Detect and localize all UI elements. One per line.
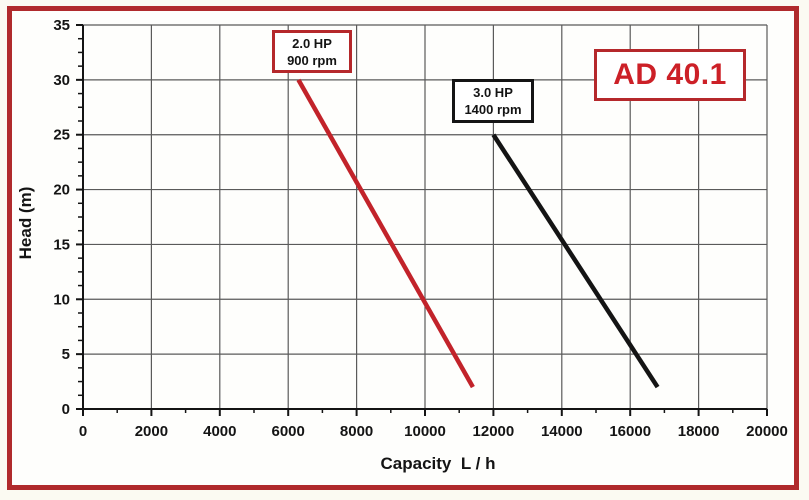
svg-text:15: 15 bbox=[53, 236, 70, 253]
svg-text:4000: 4000 bbox=[203, 423, 236, 440]
svg-text:20000: 20000 bbox=[746, 423, 788, 440]
y-axis-title: Head (m) bbox=[16, 186, 35, 260]
series-label-2hp-rpm: 900 rpm bbox=[287, 52, 337, 68]
svg-text:18000: 18000 bbox=[678, 423, 720, 440]
series-label-3hp-power: 3.0 HP bbox=[473, 85, 513, 100]
svg-text:30: 30 bbox=[53, 72, 70, 89]
svg-text:8000: 8000 bbox=[340, 423, 373, 440]
svg-text:14000: 14000 bbox=[541, 423, 583, 440]
svg-text:2000: 2000 bbox=[135, 423, 168, 440]
series-label-2hp: 2.0 HP 900 rpm bbox=[272, 30, 352, 73]
svg-text:35: 35 bbox=[53, 17, 70, 34]
x-axis-title: Capacity L / h bbox=[380, 454, 496, 473]
svg-text:0: 0 bbox=[62, 401, 70, 418]
series-label-3hp: 3.0 HP 1400 rpm bbox=[452, 79, 534, 123]
svg-text:25: 25 bbox=[53, 127, 70, 144]
svg-text:20: 20 bbox=[53, 182, 70, 199]
svg-text:10000: 10000 bbox=[404, 423, 446, 440]
svg-text:10: 10 bbox=[53, 291, 70, 308]
svg-text:5: 5 bbox=[62, 346, 70, 363]
svg-text:0: 0 bbox=[79, 423, 87, 440]
model-badge: AD 40.1 bbox=[594, 49, 746, 101]
series-label-2hp-power: 2.0 HP bbox=[292, 35, 332, 51]
svg-text:12000: 12000 bbox=[473, 423, 515, 440]
series-label-3hp-rpm: 1400 rpm bbox=[464, 102, 522, 117]
svg-text:6000: 6000 bbox=[272, 423, 305, 440]
svg-text:16000: 16000 bbox=[609, 423, 651, 440]
